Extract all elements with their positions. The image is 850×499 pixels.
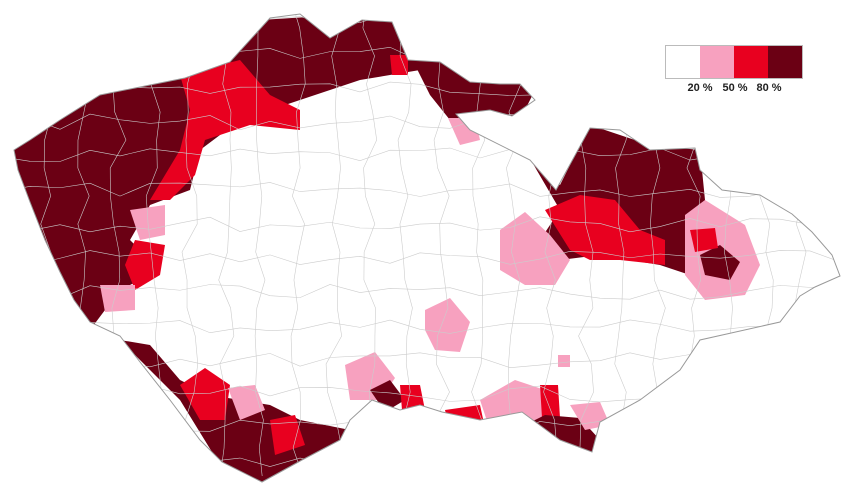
legend-swatch-2 bbox=[734, 46, 768, 78]
legend-label-80: 80 % bbox=[756, 82, 782, 94]
district-boundary bbox=[14, 319, 840, 334]
legend-label-50: 50 % bbox=[722, 82, 748, 94]
region-ostrava-dark bbox=[700, 245, 740, 280]
district-boundary bbox=[325, 14, 343, 477]
region-small-pink bbox=[558, 355, 570, 367]
district-boundary bbox=[14, 454, 840, 469]
district-boundary bbox=[14, 182, 840, 198]
district-boundary bbox=[290, 14, 306, 477]
region-center-pink bbox=[425, 298, 470, 352]
region-north bbox=[410, 55, 540, 120]
district-boundary bbox=[14, 419, 840, 436]
district-boundary bbox=[14, 284, 840, 300]
region-west-red bbox=[125, 240, 165, 290]
district-boundary bbox=[829, 14, 840, 477]
region-south-dark2 bbox=[370, 380, 405, 412]
district-boundary bbox=[14, 14, 18, 477]
district-boundary bbox=[14, 249, 840, 266]
region-south-red bbox=[180, 368, 230, 420]
legend-swatch-1 bbox=[700, 46, 734, 78]
region-south-red2 bbox=[270, 415, 305, 455]
district-boundary bbox=[254, 14, 266, 477]
legend-swatch-0 bbox=[666, 46, 700, 78]
region-ostrava-red bbox=[690, 228, 718, 252]
district-boundary bbox=[14, 147, 840, 164]
region-west-pink bbox=[130, 205, 165, 240]
district-boundary bbox=[14, 14, 840, 28]
legend-label-20: 20 % bbox=[687, 82, 713, 94]
region-ne-red bbox=[545, 195, 665, 265]
district-boundary bbox=[362, 14, 378, 477]
legend-swatch-3 bbox=[768, 46, 802, 78]
district-boundary bbox=[397, 14, 413, 477]
region-north-red bbox=[390, 55, 408, 75]
district-boundary bbox=[14, 216, 840, 233]
region-ne-pink bbox=[500, 212, 570, 285]
region-south-red3 bbox=[400, 385, 425, 410]
region-west-pink2 bbox=[100, 285, 135, 312]
region-se-red2 bbox=[540, 385, 560, 418]
legend: 20 % 50 % 80 % bbox=[665, 45, 803, 95]
